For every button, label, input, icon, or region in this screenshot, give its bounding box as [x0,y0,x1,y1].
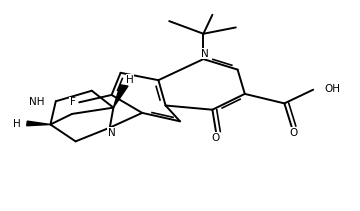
Text: O: O [289,127,297,138]
Text: N: N [201,49,209,59]
Polygon shape [113,85,128,108]
Text: OH: OH [324,84,340,94]
Text: H: H [13,119,21,130]
Text: H: H [126,74,134,85]
Text: N: N [108,128,116,138]
Text: F: F [70,97,76,107]
Polygon shape [27,121,50,126]
Text: NH: NH [30,97,45,107]
Text: O: O [211,133,219,143]
